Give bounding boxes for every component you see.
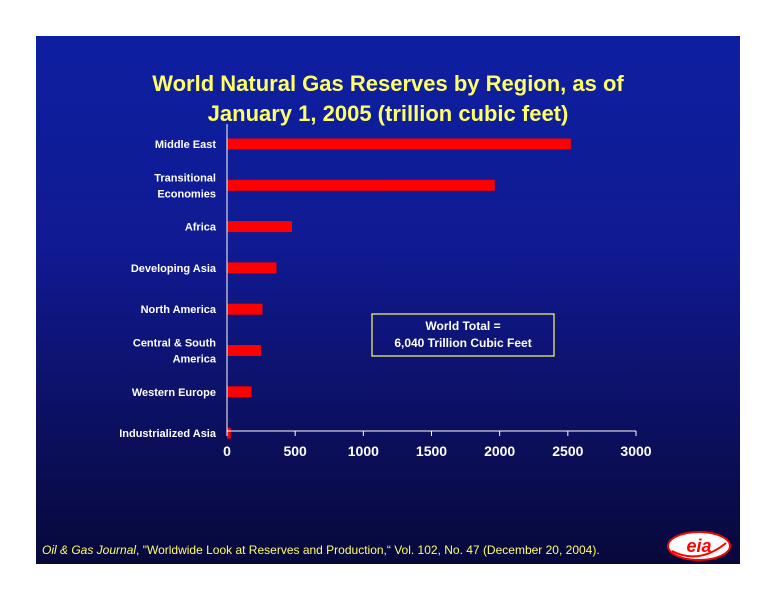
x-tick-label: 1500 xyxy=(416,443,447,459)
category-label: Africa xyxy=(185,222,217,234)
bar xyxy=(227,427,231,439)
bar xyxy=(227,345,261,356)
x-tick-label: 2000 xyxy=(484,443,515,459)
source-citation: Oil & Gas Journal, "Worldwide Look at Re… xyxy=(42,543,600,557)
category-label: North America xyxy=(141,304,217,316)
annotation-box xyxy=(371,313,555,357)
bar xyxy=(227,303,263,315)
bar xyxy=(227,179,495,191)
bar xyxy=(227,221,293,233)
category-label: Industrialized Asia xyxy=(119,428,217,440)
logo-text: eia xyxy=(686,536,711,556)
bar xyxy=(227,138,571,150)
chart-title: World Natural Gas Reserves by Region, as… xyxy=(36,69,740,129)
title-line-1: World Natural Gas Reserves by Region, as… xyxy=(152,71,624,96)
category-label: Central & South America xyxy=(133,338,217,366)
category-label: Transitional Economies xyxy=(154,172,216,200)
x-tick-label: 0 xyxy=(223,443,231,459)
annotation-line-1: World Total = xyxy=(425,319,500,333)
x-tick-label: 3000 xyxy=(620,443,651,459)
world-total-annotation: World Total = 6,040 Trillion Cubic Feet xyxy=(371,313,555,357)
bar-chart: Middle East Transitional Economies Africa De… xyxy=(119,124,652,459)
bar xyxy=(227,386,252,398)
bar xyxy=(227,262,277,274)
eia-logo-icon: eia xyxy=(667,531,731,561)
category-label: Developing Asia xyxy=(131,263,217,275)
title-line-2: January 1, 2005 (trillion cubic feet) xyxy=(207,101,569,126)
category-label: Middle East xyxy=(155,139,216,151)
annotation-line-2: 6,040 Trillion Cubic Feet xyxy=(394,336,531,350)
source-journal: Oil & Gas Journal xyxy=(42,543,137,557)
category-label: Western Europe xyxy=(132,387,216,399)
source-details: , "Worldwide Look at Reserves and Produc… xyxy=(136,543,600,557)
x-tick-label: 500 xyxy=(283,443,307,459)
x-tick-label: 1000 xyxy=(348,443,379,459)
x-tick-label: 2500 xyxy=(552,443,583,459)
slide: World Natural Gas Reserves by Region, as… xyxy=(36,36,740,564)
